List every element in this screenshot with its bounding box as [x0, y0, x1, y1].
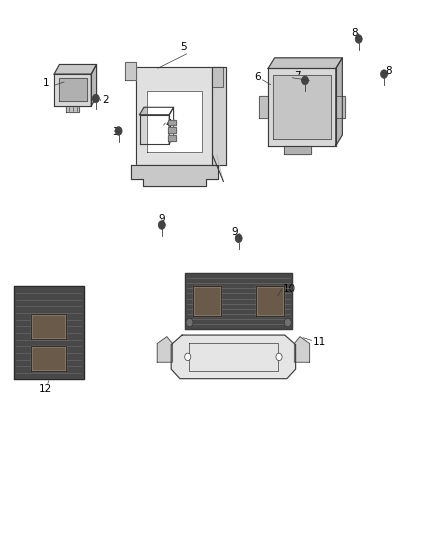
Text: 6: 6 — [254, 72, 261, 82]
Polygon shape — [212, 67, 223, 87]
Polygon shape — [169, 107, 173, 144]
Text: 7: 7 — [294, 71, 301, 81]
Polygon shape — [336, 96, 345, 118]
Polygon shape — [193, 286, 221, 317]
Text: 12: 12 — [39, 384, 52, 394]
Polygon shape — [268, 68, 336, 146]
Text: 4: 4 — [166, 119, 172, 129]
Polygon shape — [131, 165, 218, 185]
Polygon shape — [125, 62, 136, 80]
Polygon shape — [256, 286, 285, 317]
Polygon shape — [168, 135, 176, 141]
Polygon shape — [140, 107, 173, 115]
Text: 9: 9 — [158, 214, 165, 224]
Polygon shape — [185, 273, 292, 329]
Polygon shape — [31, 346, 66, 371]
Circle shape — [284, 318, 291, 327]
Circle shape — [355, 35, 362, 43]
Polygon shape — [33, 349, 64, 368]
Text: 8: 8 — [385, 66, 392, 76]
Circle shape — [185, 353, 191, 361]
Text: 10: 10 — [283, 284, 296, 294]
Polygon shape — [285, 146, 311, 154]
Polygon shape — [294, 337, 310, 362]
Polygon shape — [268, 58, 343, 68]
Polygon shape — [140, 115, 169, 144]
Polygon shape — [31, 314, 66, 340]
Polygon shape — [168, 127, 176, 133]
Polygon shape — [273, 75, 331, 139]
Polygon shape — [258, 288, 283, 314]
Text: 8: 8 — [351, 28, 358, 38]
Polygon shape — [33, 317, 64, 337]
Polygon shape — [259, 96, 268, 118]
Polygon shape — [66, 106, 79, 112]
Circle shape — [301, 76, 308, 85]
Polygon shape — [136, 67, 212, 165]
Polygon shape — [14, 286, 84, 379]
Polygon shape — [195, 288, 219, 314]
Circle shape — [235, 234, 242, 243]
Polygon shape — [168, 119, 176, 125]
Polygon shape — [147, 91, 201, 152]
Text: 3: 3 — [112, 127, 118, 137]
Circle shape — [381, 70, 388, 78]
Text: 9: 9 — [232, 227, 238, 237]
Polygon shape — [336, 58, 343, 146]
Text: 1: 1 — [43, 78, 50, 88]
Polygon shape — [59, 78, 87, 101]
Text: 5: 5 — [180, 43, 187, 52]
Polygon shape — [91, 64, 96, 106]
Polygon shape — [212, 67, 226, 165]
Text: 11: 11 — [313, 337, 326, 347]
Polygon shape — [54, 64, 96, 74]
Circle shape — [115, 127, 122, 135]
Polygon shape — [157, 337, 173, 362]
Circle shape — [276, 353, 282, 361]
Circle shape — [158, 221, 165, 229]
Polygon shape — [54, 74, 91, 106]
Polygon shape — [171, 335, 296, 378]
Text: 2: 2 — [102, 95, 109, 105]
Circle shape — [92, 94, 99, 103]
Circle shape — [186, 318, 193, 327]
